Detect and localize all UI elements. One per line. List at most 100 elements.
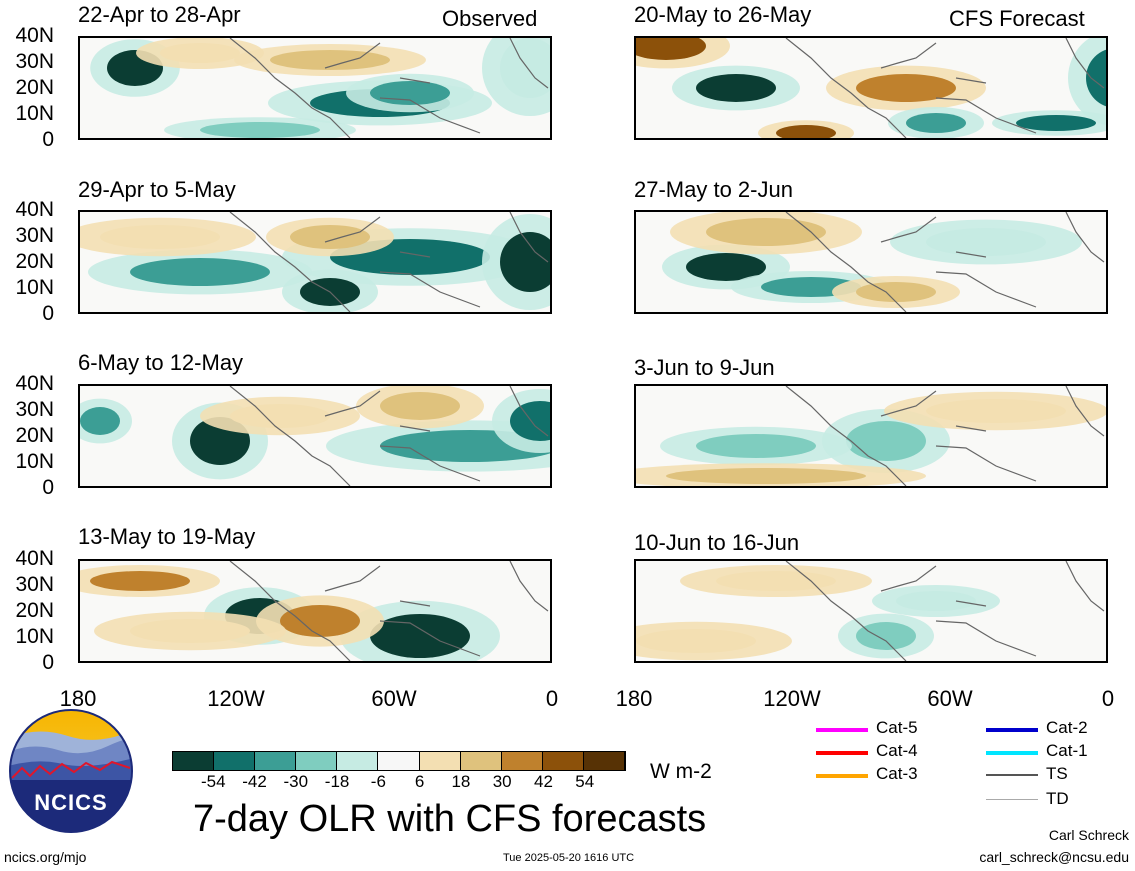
legend-label: TS <box>1046 764 1068 783</box>
olr-anomaly-core <box>926 228 1046 256</box>
coastline <box>229 212 549 312</box>
lon-label-left-180: 180 <box>59 686 97 711</box>
lat-label: 10N <box>15 276 54 299</box>
colorbar-tick-label: -18 <box>324 772 350 791</box>
colorbar-swatch <box>378 752 420 770</box>
map-panel-right-1 <box>634 36 1108 140</box>
lat-label: 0 <box>42 476 54 499</box>
olr-anomaly-core <box>510 401 550 441</box>
olr-anomaly-core <box>230 404 330 428</box>
olr-anomaly-field <box>636 38 1106 138</box>
lat-label: 40N <box>15 547 54 570</box>
olr-anomaly-core <box>290 225 370 249</box>
olr-anomaly-core <box>776 125 836 138</box>
olr-anomaly-field <box>80 212 550 312</box>
legend-label: Cat-4 <box>876 741 918 760</box>
period-title-right-4: 10-Jun to 16-Jun <box>634 530 800 555</box>
legend-label: TD <box>1046 789 1069 808</box>
lat-label: 30N <box>15 224 54 247</box>
lat-label: 20N <box>15 599 54 622</box>
legend-label: Cat-3 <box>876 764 918 783</box>
lon-label-right-0: 0 <box>1101 686 1115 711</box>
map-panel-left-4 <box>78 559 552 663</box>
period-title-left-1: 22-Apr to 28-Apr <box>78 2 241 27</box>
lat-label: 0 <box>42 128 54 151</box>
olr-anomaly-core <box>100 225 220 249</box>
period-title-left-3: 6-May to 12-May <box>78 350 244 375</box>
period-title-right-2: 27-May to 2-Jun <box>634 177 793 202</box>
legend-line-cat-1 <box>986 751 1038 755</box>
colorbar-tick-label: 42 <box>533 772 553 791</box>
colorbar-swatch <box>173 752 215 770</box>
olr-anomaly-core <box>130 258 270 286</box>
ncics-logo-mark <box>9 709 133 833</box>
footer-email: carl_schreck@ncsu.edu <box>979 849 1129 865</box>
legend-line-cat-4 <box>816 751 868 755</box>
map-panel-left-3 <box>78 384 552 488</box>
colorbar-swatch <box>214 752 256 770</box>
olr-anomaly-field <box>90 38 550 138</box>
colorbar-swatch <box>337 752 379 770</box>
legend-label: Cat-1 <box>1046 741 1088 760</box>
olr-anomaly-field <box>636 386 1106 486</box>
legend-line-cat-3 <box>816 774 868 778</box>
olr-anomaly-field <box>80 386 550 486</box>
olr-anomaly-core <box>200 122 320 138</box>
lat-label: 20N <box>15 424 54 447</box>
olr-anomaly-core <box>856 74 956 102</box>
colorbar-tick-label: 6 <box>414 772 425 791</box>
olr-anomaly-core <box>896 591 976 611</box>
period-title-right-3: 3-Jun to 9-Jun <box>634 355 775 380</box>
lat-label: 10N <box>15 625 54 648</box>
coastline <box>785 38 1105 138</box>
olr-anomaly-core <box>370 614 470 658</box>
footer-author: Carl Schreck <box>1048 827 1129 843</box>
footer-timestamp: Tue 2025-05-20 1616 UTC <box>503 852 635 864</box>
lon-label-left-0: 0 <box>545 686 559 711</box>
lon-label-right-60w: 60W <box>927 686 973 711</box>
olr-anomaly-core <box>370 81 450 105</box>
footer-url: ncics.org/mjo <box>4 849 87 865</box>
colorbar-swatch <box>296 752 338 770</box>
colorbar-tick-label: -30 <box>283 772 309 791</box>
lat-label: 0 <box>42 302 54 325</box>
colorbar-swatch <box>460 752 502 770</box>
lat-label: 20N <box>15 76 54 99</box>
olr-anomaly-core <box>280 605 360 637</box>
coastline <box>229 38 549 138</box>
observed-heading: Observed <box>442 6 538 31</box>
lon-label-right-120w: 120W <box>763 686 821 711</box>
lat-label: 30N <box>15 573 54 596</box>
olr-anomaly-core <box>696 434 816 458</box>
coastline <box>229 561 549 661</box>
olr-anomaly-core <box>270 50 390 70</box>
period-title-right-1: 20-May to 26-May <box>634 2 812 27</box>
coastline <box>785 386 1105 486</box>
map-panel-left-2 <box>78 210 552 314</box>
lat-label: 30N <box>15 398 54 421</box>
olr-anomaly-core <box>706 218 826 246</box>
lat-label: 20N <box>15 250 54 273</box>
map-panel-left-1 <box>78 36 552 140</box>
olr-anomaly-core <box>856 622 916 650</box>
map-panel-right-2 <box>634 210 1108 314</box>
colorbar-swatch <box>255 752 297 770</box>
ncics-logo-text: NCICS <box>34 790 108 815</box>
olr-anomaly-core <box>906 113 966 133</box>
olr-anomaly-field <box>80 561 549 661</box>
olr-anomaly-core <box>80 407 120 435</box>
lat-label: 40N <box>15 198 54 221</box>
colorbar-tick-label: 54 <box>575 772 595 791</box>
olr-anomaly-core <box>686 253 766 281</box>
colorbar-tick-label: 18 <box>451 772 471 791</box>
colorbar-tick-label: 30 <box>492 772 512 791</box>
olr-anomaly-core <box>90 571 190 591</box>
figure-title: 7-day OLR with CFS forecasts <box>193 798 707 840</box>
olr-anomaly-core <box>1086 49 1106 107</box>
colorbar-unit: W m-2 <box>650 760 712 783</box>
olr-anomaly-core <box>130 619 250 643</box>
olr-anomaly-core <box>160 43 240 63</box>
coastline <box>785 212 1105 312</box>
olr-anomaly-core <box>926 399 1066 423</box>
legend-line-cat-5 <box>816 728 868 732</box>
